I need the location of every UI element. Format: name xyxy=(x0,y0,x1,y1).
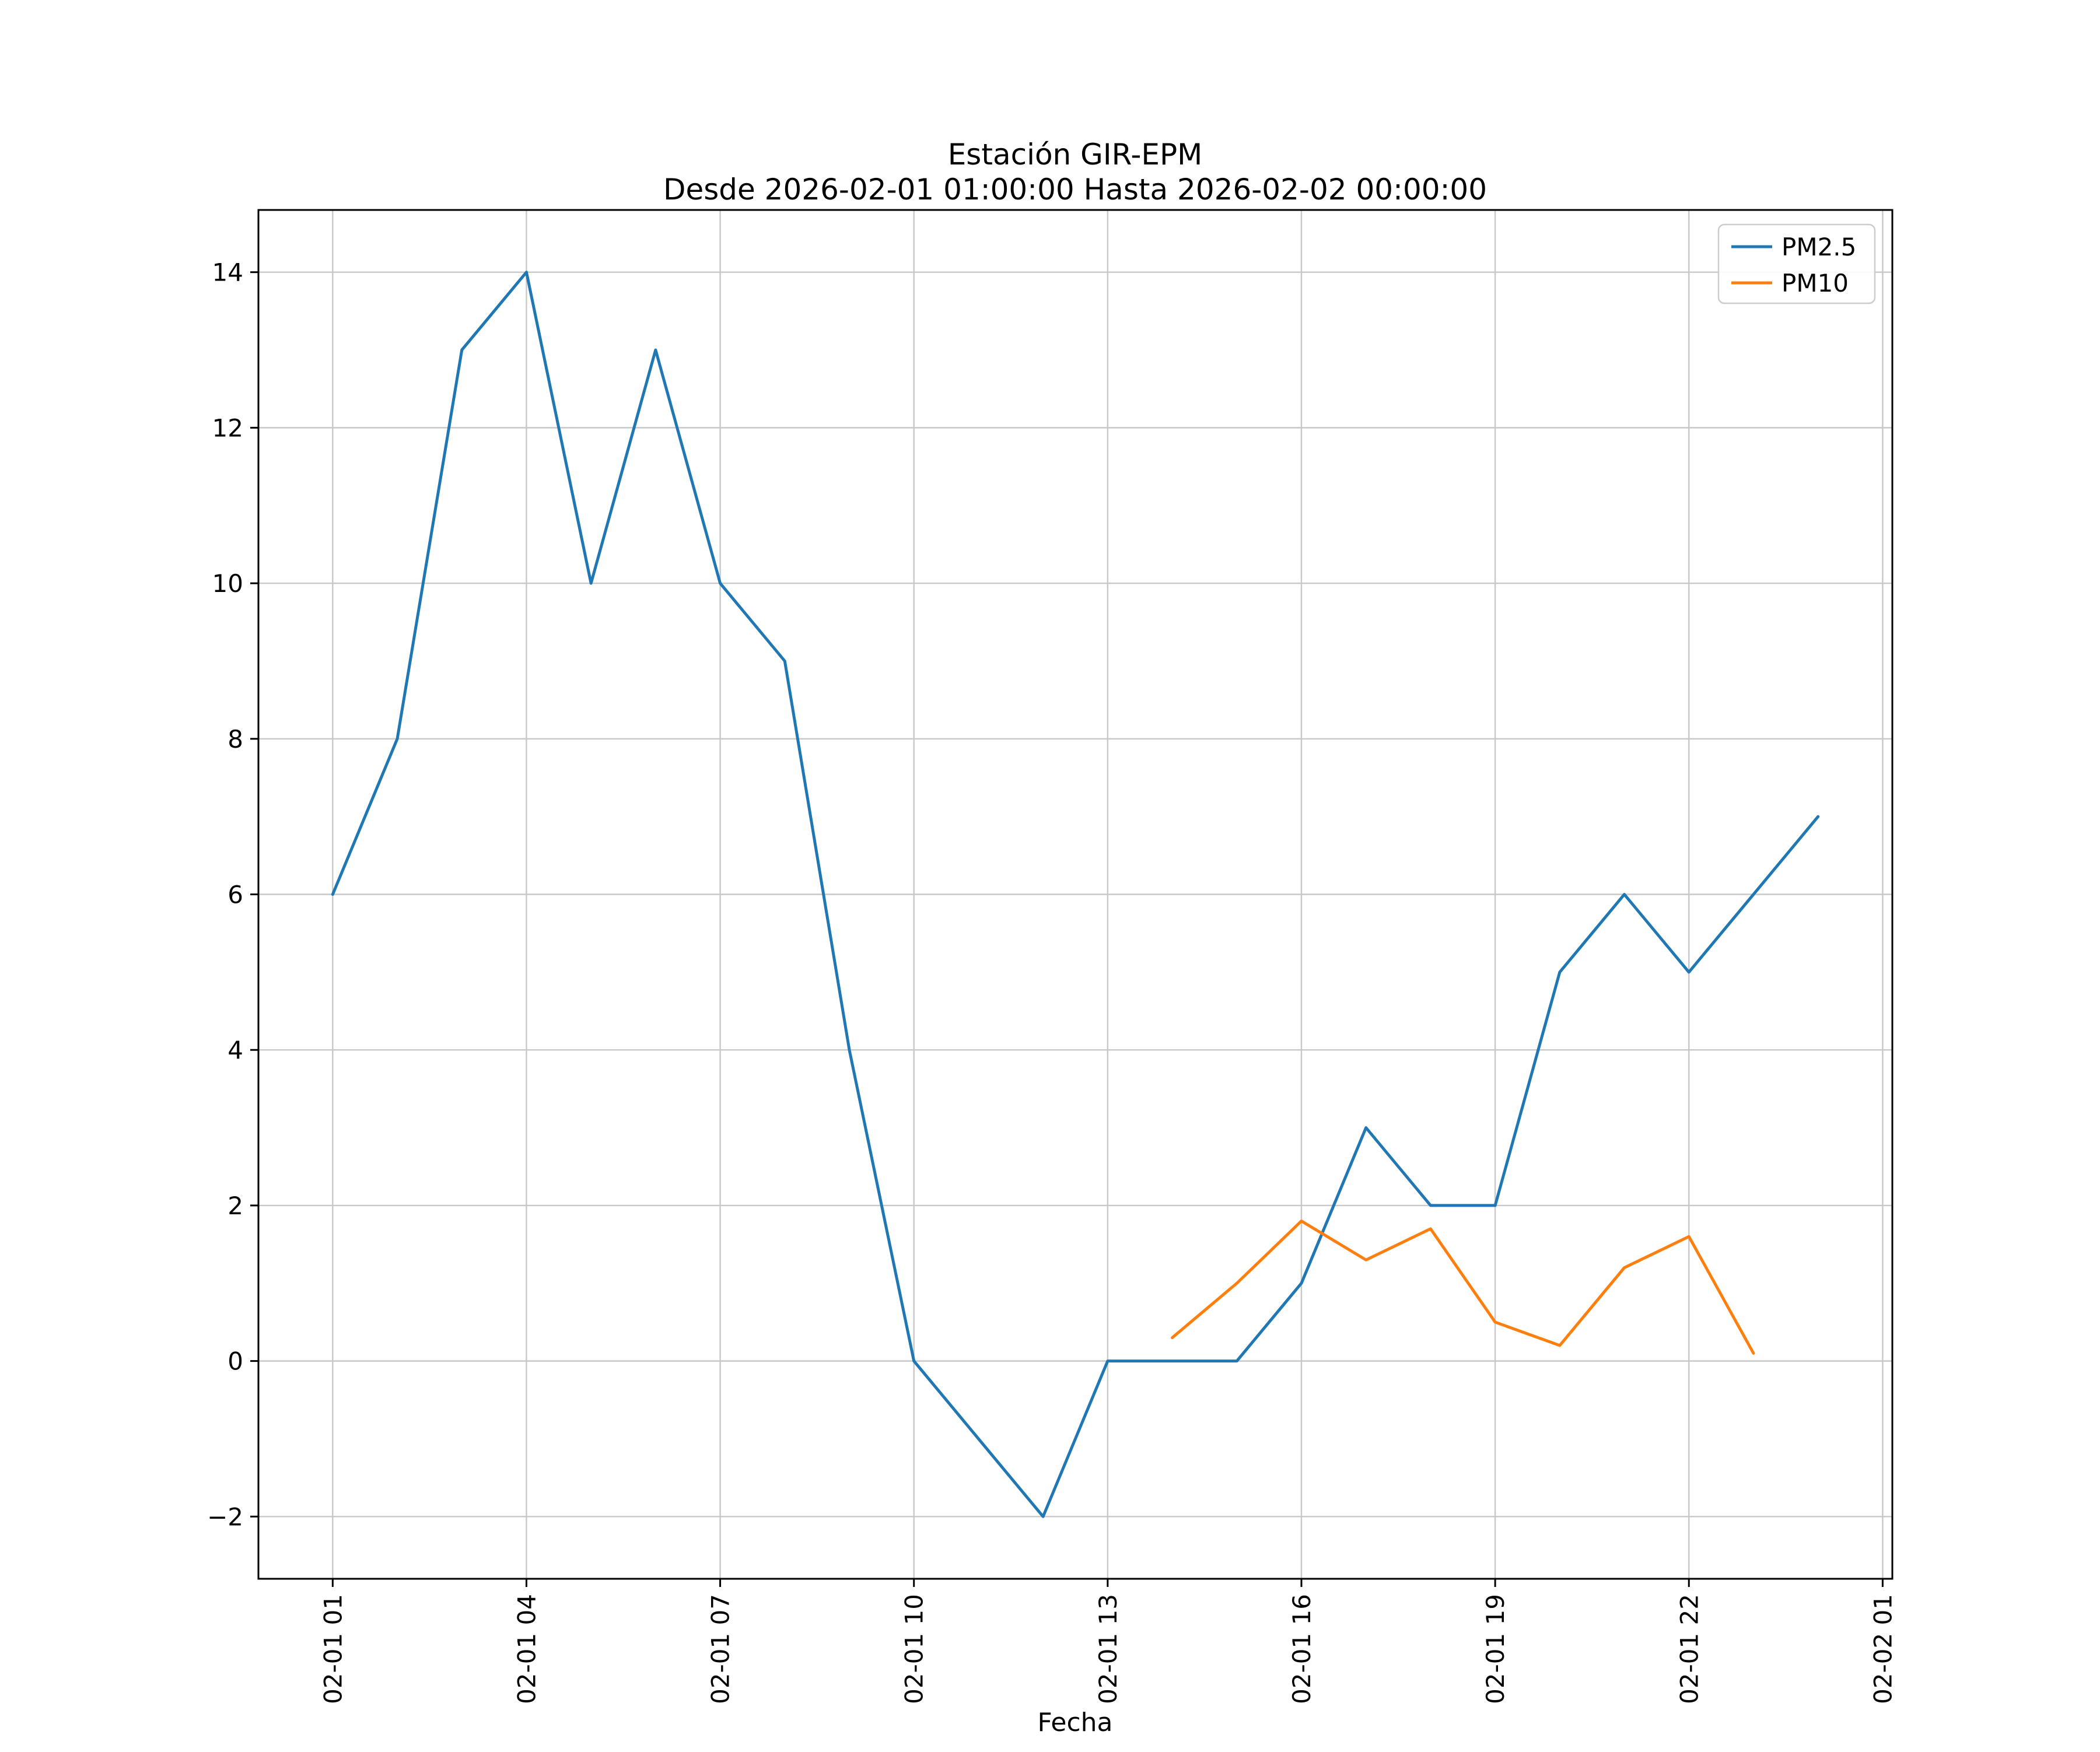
y-tick-label: 6 xyxy=(228,881,243,909)
tick-marks xyxy=(250,271,1884,1587)
series-line-pm10 xyxy=(1171,1220,1755,1355)
grid xyxy=(258,210,1892,1579)
legend-label: PM2.5 xyxy=(1782,233,1856,261)
x-tick-label: 02-01 10 xyxy=(900,1594,929,1704)
x-tick-label: 02-02 01 xyxy=(1868,1594,1897,1704)
y-tick-label: 10 xyxy=(212,569,243,598)
y-tick-label: 14 xyxy=(212,258,243,287)
legend-label: PM10 xyxy=(1782,269,1849,297)
x-tick-label: 02-01 22 xyxy=(1675,1594,1703,1704)
x-tick-label: 02-01 13 xyxy=(1094,1594,1122,1704)
y-tick-label: 8 xyxy=(228,725,243,754)
legend: PM2.5 PM10 xyxy=(1717,223,1876,304)
x-tick-label: 02-01 16 xyxy=(1287,1594,1316,1704)
y-tick-label: 2 xyxy=(228,1192,243,1220)
x-tick-label: 02-01 19 xyxy=(1481,1594,1510,1704)
y-tick-label: 0 xyxy=(228,1347,243,1376)
series-line-pm25 xyxy=(331,271,1820,1518)
y-tick-label: −2 xyxy=(207,1502,243,1531)
x-tick-label: 02-01 04 xyxy=(512,1594,541,1704)
x-tick-label: 02-01 01 xyxy=(318,1594,347,1704)
y-tick-label: 12 xyxy=(212,414,243,442)
chart-layers: 02-01 01 02-01 04 02-01 07 02-01 10 02-01 13… xyxy=(207,209,1897,1704)
chart-title: Estación GIR-EPM xyxy=(948,138,1203,171)
x-tick-label: 02-01 07 xyxy=(706,1594,735,1704)
tick-labels: 02-01 01 02-01 04 02-01 07 02-01 10 02-01 13… xyxy=(207,258,1897,1704)
chart-subtitle: Desde 2026-02-01 01:00:00 Hasta 2026-02-… xyxy=(663,173,1487,206)
x-axis-label: Fecha xyxy=(1037,1708,1112,1737)
y-tick-label: 4 xyxy=(228,1036,243,1064)
